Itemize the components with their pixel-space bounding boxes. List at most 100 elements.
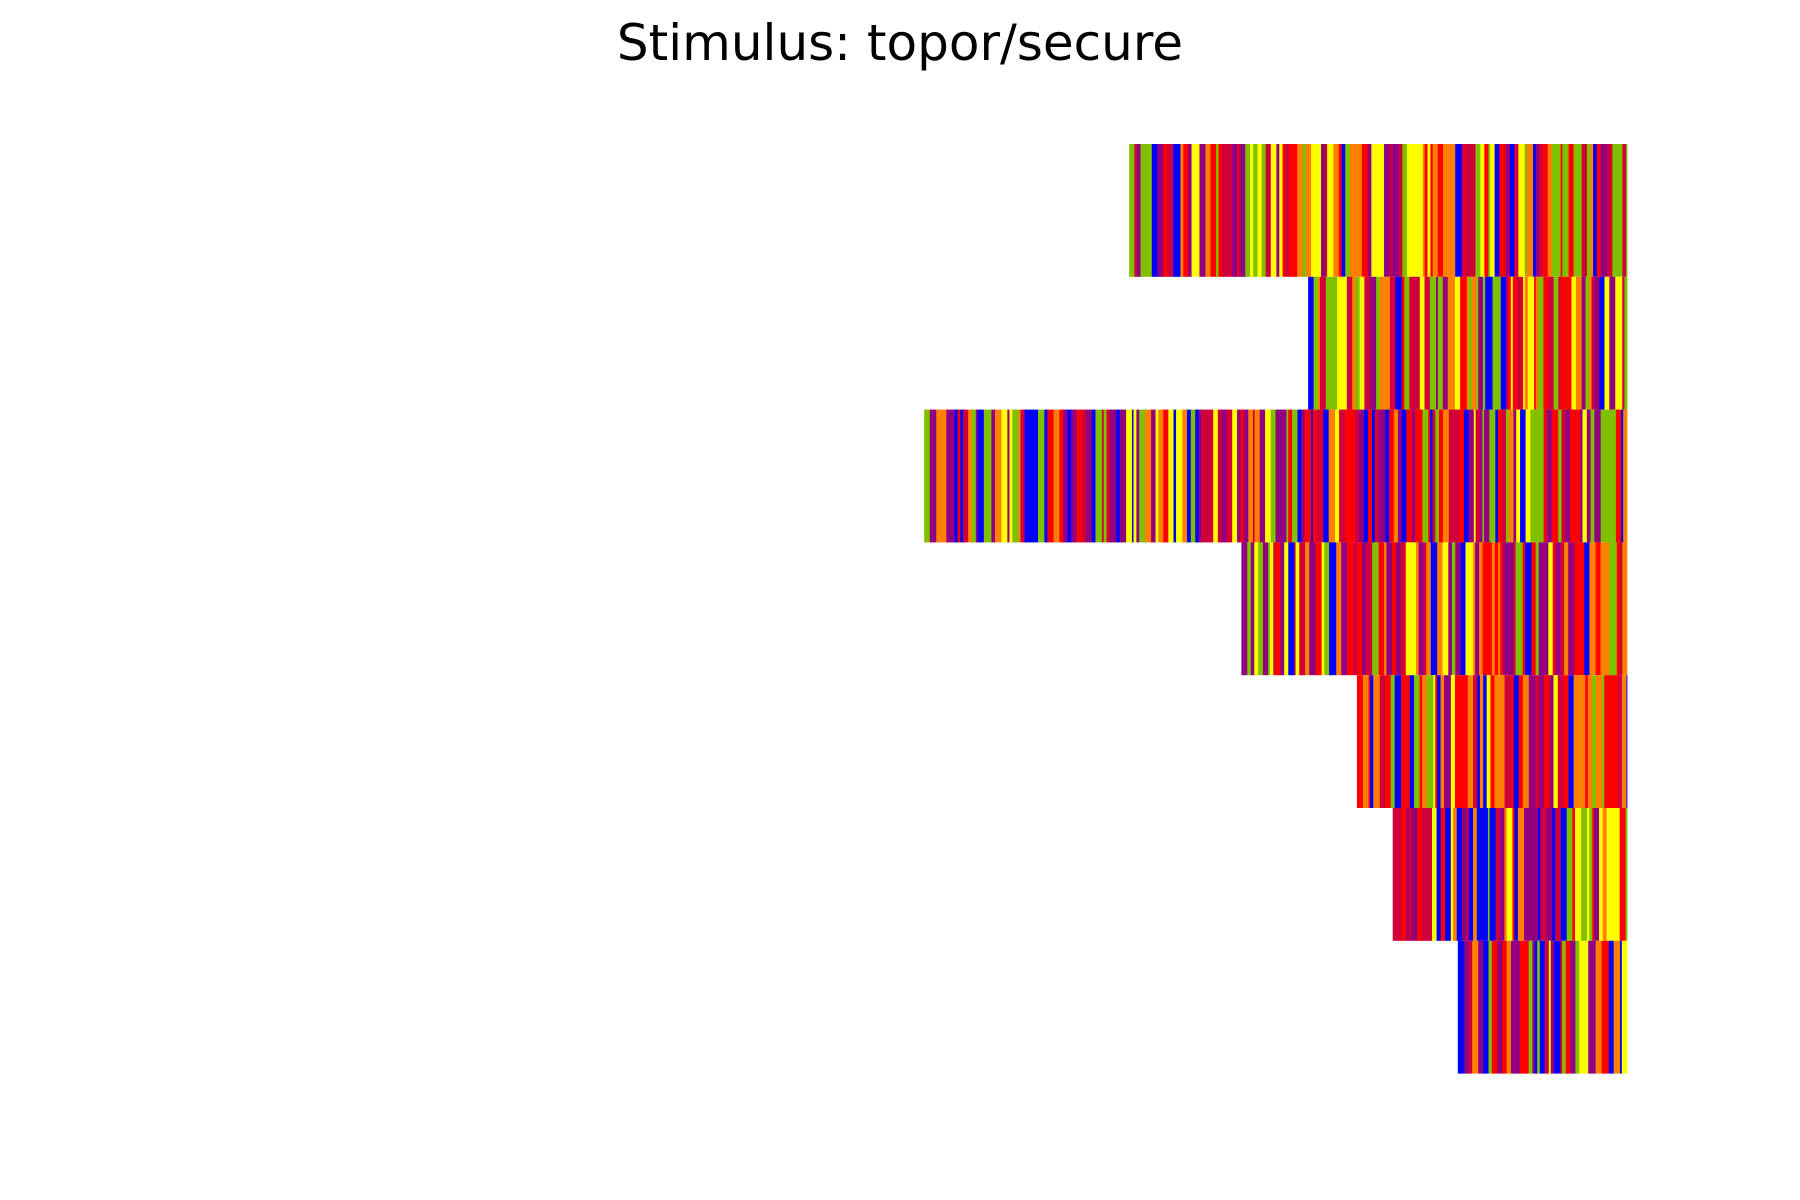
heatmap-cell [1626,144,1628,277]
heatmap-cell [1188,144,1192,277]
heatmap-cell [1581,276,1586,410]
heatmap-cell [1071,409,1077,543]
heatmap-cell [1333,144,1340,277]
heatmap-cell [1401,675,1407,808]
heatmap-cell [1523,276,1526,410]
heatmap-cell [1495,808,1501,941]
heatmap-cell [1213,409,1219,543]
heatmap-cell [1592,675,1597,808]
heatmap-cell [1378,409,1384,543]
heatmap-cell [1483,675,1488,808]
heatmap-cell [1444,808,1448,941]
heatmap-cell [1361,144,1369,277]
heatmap-cell [1146,144,1153,277]
heatmap-cell [1330,542,1335,676]
heatmap-cell [1455,542,1462,676]
heatmap-cell [1293,542,1296,676]
heatmap-cell [1487,808,1490,941]
heatmap-cell [1611,542,1618,676]
heatmap-cell [1497,409,1503,543]
heatmap-cell [1355,276,1360,410]
heatmap-cell [1282,144,1286,277]
heatmap-cell [1412,144,1420,277]
heatmap-cell [1579,409,1583,543]
heatmap-cell [1176,409,1183,543]
heatmap-cell [1500,542,1504,676]
heatmap-cell [1594,276,1600,410]
heatmap-cell [1595,940,1603,1074]
heatmap-cell [1554,940,1559,1074]
heatmap-cell [1472,940,1479,1074]
heatmap-cell [1268,542,1271,676]
heatmap-cell [1440,808,1446,941]
heatmap-cell [1110,409,1117,543]
heatmap-cell [1517,808,1525,941]
heatmap-cell [1400,542,1407,676]
heatmap-cell [1442,409,1450,543]
heatmap-cell [1479,542,1483,676]
heatmap-cell [1329,542,1332,676]
heatmap-cell [1599,675,1603,808]
heatmap-cell [1270,144,1277,277]
chart-title: Stimulus: topor/secure [616,14,1184,72]
heatmap-cell [1585,940,1589,1074]
heatmap-cell [1587,675,1593,808]
heatmap-cell [1548,542,1554,676]
heatmap-cell [1480,409,1483,543]
heatmap-cell [1483,409,1490,543]
heatmap-cell [1570,409,1575,543]
heatmap-cell [1501,409,1507,543]
heatmap-cell [1535,144,1540,277]
heatmap-cell [1482,276,1486,410]
heatmap-cell [1558,276,1562,410]
heatmap-cell [1332,276,1338,410]
heatmap-cell [1044,409,1048,543]
heatmap-cell [1325,276,1333,410]
heatmap-cell [1552,542,1556,676]
heatmap-cell [1519,940,1525,1074]
heatmap-cell [1187,409,1192,543]
heatmap-cell [1319,276,1327,410]
heatmap-cell [1406,409,1413,543]
heatmap-cell [1442,144,1449,277]
heatmap-cell [1191,144,1196,277]
heatmap-cell [1315,542,1319,676]
heatmap-cell [1476,276,1479,410]
heatmap-cell [1385,409,1390,543]
heatmap-cell [1265,144,1272,277]
heatmap-cell [1585,276,1590,410]
heatmap-cell [1487,542,1493,676]
heatmap-cell [1393,409,1399,543]
heatmap-cell [1523,940,1530,1074]
heatmap-cell [1419,276,1425,410]
heatmap-cell [1422,144,1426,277]
heatmap-cell [1621,409,1624,543]
heatmap-cell [1621,940,1628,1074]
heatmap-cell [1542,144,1549,277]
heatmap-cell [1401,808,1407,941]
heatmap-cell [1622,144,1627,277]
heatmap-cell [1306,144,1312,277]
heatmap-cell [1621,675,1627,808]
heatmap-cell [1512,808,1515,941]
heatmap-cell [1243,409,1247,543]
heatmap-cell [1397,409,1403,543]
heatmap-cell [1401,409,1407,543]
heatmap-cell [1136,144,1141,277]
heatmap-cell [1440,675,1445,808]
heatmap-cell [1460,542,1466,676]
heatmap-cell [1252,409,1256,543]
heatmap-cell [1418,542,1424,676]
heatmap-cell [1599,276,1605,410]
heatmap-cell [1510,276,1514,410]
heatmap-cell [1134,144,1138,277]
heatmap-cell [1548,940,1552,1074]
heatmap-cell [1557,675,1565,808]
heatmap-cell [957,409,961,543]
heatmap-cell [1626,675,1628,808]
heatmap-cell [1445,276,1449,410]
heatmap-cell [1520,409,1526,543]
heatmap-cell [1136,409,1140,543]
heatmap-cell [1453,808,1458,941]
heatmap-cell [1216,144,1219,277]
